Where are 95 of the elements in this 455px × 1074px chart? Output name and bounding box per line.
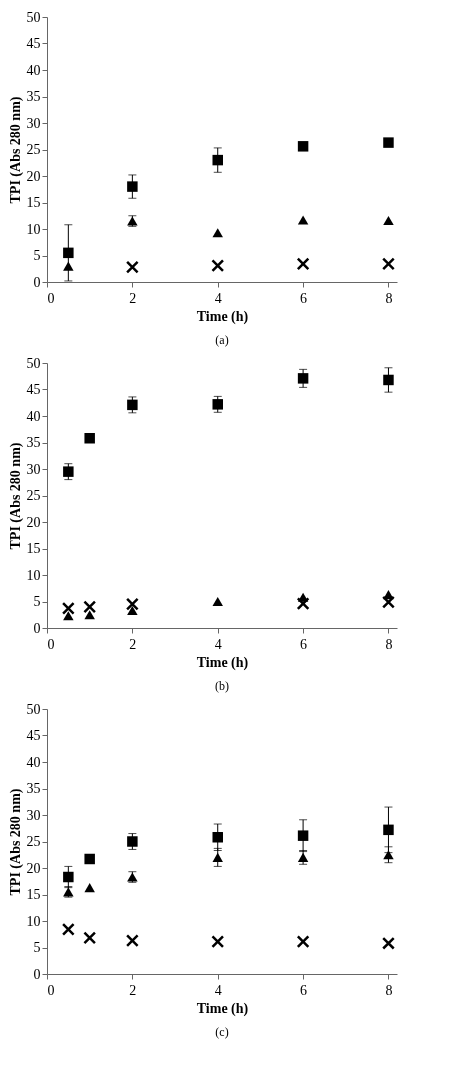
x-tick-label: 8 <box>385 982 393 998</box>
point <box>383 824 394 836</box>
x-tick-label: 0 <box>47 982 55 998</box>
x-axis-title: Time (h) <box>196 1000 249 1017</box>
point <box>381 595 395 609</box>
y-tick-label: 30 <box>26 461 41 477</box>
text: (a) <box>215 333 229 347</box>
point <box>83 931 97 945</box>
y-axis-title: TPI (Abs 280 nm) <box>7 442 24 550</box>
x-tick-label: 2 <box>129 982 137 998</box>
point <box>211 259 225 273</box>
x-tick-label: 0 <box>47 290 55 306</box>
point <box>83 600 97 614</box>
y-tick-label: 15 <box>26 541 41 556</box>
point <box>381 936 395 950</box>
y-axis-title: TPI (Abs 280 nm) <box>7 788 24 896</box>
y-tick-label: 25 <box>26 488 41 503</box>
point <box>381 257 395 271</box>
y-tick-label: 0 <box>33 966 41 982</box>
point <box>383 850 394 860</box>
y-tick-label: 10 <box>26 221 41 237</box>
y-tick-label: 0 <box>33 620 41 636</box>
point <box>212 154 223 166</box>
y-tick-label: 35 <box>26 435 41 450</box>
x-tick-label: 8 <box>385 636 393 652</box>
point <box>84 883 95 893</box>
y-tick-label: 45 <box>26 382 41 397</box>
point <box>296 935 310 949</box>
x-tick-label: 2 <box>129 636 137 652</box>
point <box>211 935 225 949</box>
point <box>212 832 223 843</box>
point <box>127 605 138 616</box>
point <box>125 260 139 274</box>
y-tick-label: 20 <box>26 860 41 876</box>
y-tick-label: 5 <box>33 594 41 609</box>
y-tick-label: 45 <box>26 728 41 743</box>
x-tick-label: 6 <box>300 982 308 998</box>
y-axis-title: TPI (Abs 280 nm) <box>7 96 24 204</box>
point <box>297 215 309 225</box>
y-tick-label: 40 <box>26 62 41 78</box>
point <box>63 247 74 259</box>
x-tick-label: 6 <box>300 636 308 652</box>
point <box>297 141 309 152</box>
point <box>383 374 394 386</box>
y-tick-label: 50 <box>26 701 41 717</box>
point <box>84 433 95 444</box>
y-tick-label: 25 <box>26 834 41 849</box>
text: (c) <box>215 1025 229 1039</box>
x-tick-label: 4 <box>214 982 222 998</box>
point <box>63 261 74 271</box>
y-tick-label: 5 <box>33 940 41 955</box>
y-tick-label: 20 <box>26 168 41 184</box>
point <box>63 871 74 883</box>
y-tick-label: 10 <box>26 913 41 929</box>
point <box>212 596 223 607</box>
y-tick-label: 25 <box>26 142 41 157</box>
y-tick-label: 15 <box>26 195 41 210</box>
x-tick-label: 2 <box>129 290 137 306</box>
point <box>212 228 223 238</box>
point <box>212 852 223 862</box>
y-tick-label: 15 <box>26 887 41 902</box>
x-tick-label: 4 <box>214 290 222 306</box>
point <box>125 597 139 611</box>
y-tick-label: 0 <box>33 274 41 290</box>
text: (b) <box>215 679 229 693</box>
x-axis-title: Time (h) <box>196 308 249 325</box>
y-tick-label: 50 <box>26 9 41 25</box>
y-tick-label: 5 <box>33 248 41 263</box>
point <box>296 257 310 271</box>
point <box>125 934 139 948</box>
y-tick-label: 35 <box>26 89 41 104</box>
point <box>212 399 223 410</box>
y-tick-label: 35 <box>26 781 41 796</box>
point <box>127 181 138 192</box>
x-tick-label: 6 <box>300 290 308 306</box>
point <box>61 922 75 936</box>
point <box>63 611 74 621</box>
x-tick-label: 4 <box>214 636 222 652</box>
y-tick-label: 20 <box>26 514 41 530</box>
y-tick-label: 45 <box>26 36 41 51</box>
y-tick-label: 30 <box>26 807 41 823</box>
x-tick-label: 8 <box>385 290 393 306</box>
point <box>383 137 394 148</box>
point <box>296 597 310 611</box>
y-tick-label: 30 <box>26 115 41 131</box>
point <box>61 601 75 615</box>
x-axis-title: Time (h) <box>196 654 249 671</box>
x-tick-label: 0 <box>47 636 55 652</box>
y-tick-label: 40 <box>26 408 41 424</box>
point <box>84 610 95 620</box>
point <box>383 215 394 226</box>
y-tick-label: 40 <box>26 754 41 770</box>
y-tick-label: 10 <box>26 567 41 583</box>
y-tick-label: 50 <box>26 355 41 371</box>
point <box>63 466 74 477</box>
